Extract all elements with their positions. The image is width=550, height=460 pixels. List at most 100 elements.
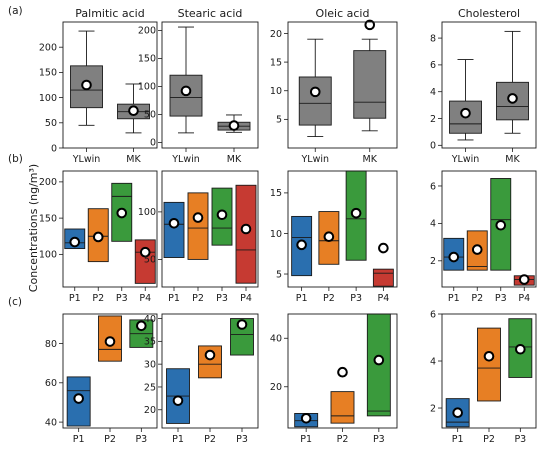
box-P1 bbox=[64, 228, 86, 250]
box-P1 bbox=[443, 237, 465, 271]
mean-marker bbox=[471, 244, 483, 255]
y-tick-label: 40 bbox=[45, 417, 57, 428]
mean-marker bbox=[81, 79, 92, 91]
chart-a-0: Palmitic acid 0 50 100 150 200 YLwin MK bbox=[39, 7, 158, 165]
x-tick-label: P3 bbox=[135, 434, 147, 445]
box-P3 bbox=[211, 187, 233, 246]
box-P1 bbox=[445, 398, 470, 428]
box-P1 bbox=[66, 376, 91, 427]
box-body bbox=[372, 268, 394, 287]
x-tick-label: MK bbox=[505, 154, 520, 165]
chart-b-2: 5 10 15 P1 P2 P3 P4 bbox=[270, 170, 398, 304]
chart-title: Cholesterol bbox=[458, 7, 520, 20]
y-tick-label: 35 bbox=[144, 337, 156, 348]
chart-title: Oleic acid bbox=[316, 7, 370, 20]
box-body bbox=[230, 318, 254, 356]
x-tick-label: P3 bbox=[373, 434, 385, 445]
box-P3 bbox=[345, 170, 367, 261]
x-tick-label: P3 bbox=[514, 434, 526, 445]
y-tick-label: 80 bbox=[45, 339, 57, 350]
mean-marker bbox=[240, 223, 252, 235]
x-tick-label: YLwin bbox=[171, 154, 200, 165]
y-tick-label: 200 bbox=[138, 26, 156, 37]
box-P2 bbox=[477, 327, 501, 402]
y-tick-label: 5 bbox=[276, 269, 282, 280]
y-tick-label: 15 bbox=[270, 57, 282, 68]
box-P3 bbox=[230, 318, 254, 356]
mean-marker bbox=[373, 354, 385, 366]
plot-frame bbox=[441, 21, 537, 149]
mean-marker bbox=[192, 212, 204, 223]
y-tick-label: 4 bbox=[430, 219, 436, 230]
x-tick-label: MK bbox=[363, 154, 378, 165]
y-tick-label: 0 bbox=[150, 138, 156, 149]
chart-a-3: Cholesterol 0 2 4 6 8 YLwin MK bbox=[430, 7, 537, 165]
box-P2 bbox=[98, 315, 122, 362]
y-tick-label: 6 bbox=[430, 309, 436, 320]
box-P1 bbox=[294, 412, 319, 428]
x-tick-label: YLwin bbox=[451, 154, 480, 165]
y-tick-label: 4 bbox=[430, 356, 436, 367]
mean-marker bbox=[92, 231, 104, 243]
y-tick-label: 30 bbox=[144, 359, 156, 370]
box-MK bbox=[353, 19, 387, 132]
chart-title: Palmitic acid bbox=[75, 7, 144, 20]
y-tick-label: 2 bbox=[430, 114, 436, 125]
x-tick-label: P2 bbox=[92, 293, 104, 304]
y-tick-label: 20 bbox=[270, 29, 282, 40]
mean-marker bbox=[216, 209, 228, 221]
box-MK bbox=[496, 30, 529, 134]
mean-marker bbox=[309, 86, 321, 98]
box-P4 bbox=[235, 184, 257, 284]
x-tick-label: P4 bbox=[139, 293, 151, 304]
mean-marker bbox=[483, 351, 495, 362]
plot-frame bbox=[62, 170, 158, 288]
x-tick-label: P4 bbox=[377, 293, 389, 304]
box-P4 bbox=[134, 239, 156, 284]
x-tick-label: P3 bbox=[495, 293, 507, 304]
box-body bbox=[353, 50, 387, 119]
x-tick-label: P2 bbox=[104, 434, 116, 445]
y-tick-label: 2 bbox=[430, 403, 436, 414]
x-tick-label: P2 bbox=[192, 293, 204, 304]
outlier-marker bbox=[364, 19, 376, 31]
chart-b-3: 2 4 6 P1 P2 P3 P4 bbox=[430, 170, 537, 304]
x-tick-label: P1 bbox=[296, 293, 308, 304]
mean-marker bbox=[518, 274, 530, 285]
box-body bbox=[187, 192, 209, 260]
x-tick-label: P3 bbox=[236, 434, 248, 445]
y-tick-label: 150 bbox=[39, 213, 57, 224]
box-body bbox=[198, 345, 222, 379]
x-tick-label: P2 bbox=[337, 434, 349, 445]
mean-marker bbox=[228, 120, 240, 131]
mean-marker bbox=[350, 207, 362, 219]
y-tick-label: 20 bbox=[144, 405, 156, 416]
box-P2 bbox=[187, 192, 209, 260]
box-P1 bbox=[166, 368, 190, 424]
box-body bbox=[163, 201, 185, 258]
x-tick-label: YLwin bbox=[300, 154, 329, 165]
mean-marker bbox=[300, 412, 312, 424]
box-P3 bbox=[129, 319, 154, 348]
box-YLwin bbox=[70, 30, 103, 126]
x-tick-label: P2 bbox=[323, 293, 335, 304]
y-tick-label: 0 bbox=[430, 141, 436, 152]
x-tick-label: P1 bbox=[448, 293, 460, 304]
y-tick-label: 150 bbox=[138, 54, 156, 65]
box-MK bbox=[217, 114, 251, 133]
x-tick-label: P1 bbox=[452, 434, 464, 445]
y-tick-label: 60 bbox=[45, 378, 57, 389]
x-tick-label: P1 bbox=[73, 434, 85, 445]
mean-marker bbox=[378, 242, 389, 254]
mean-marker bbox=[495, 219, 507, 231]
y-tick-label: 200 bbox=[39, 177, 57, 188]
plot-frame bbox=[287, 21, 398, 149]
y-tick-label: 200 bbox=[39, 43, 57, 54]
x-tick-label: P4 bbox=[518, 293, 530, 304]
box-P4 bbox=[372, 242, 394, 287]
x-tick-label: P2 bbox=[483, 434, 495, 445]
y-tick-label: 15 bbox=[270, 188, 282, 199]
box-body bbox=[449, 100, 482, 134]
chart-c-0: 40 60 80 P1 P2 P3 bbox=[45, 313, 158, 445]
